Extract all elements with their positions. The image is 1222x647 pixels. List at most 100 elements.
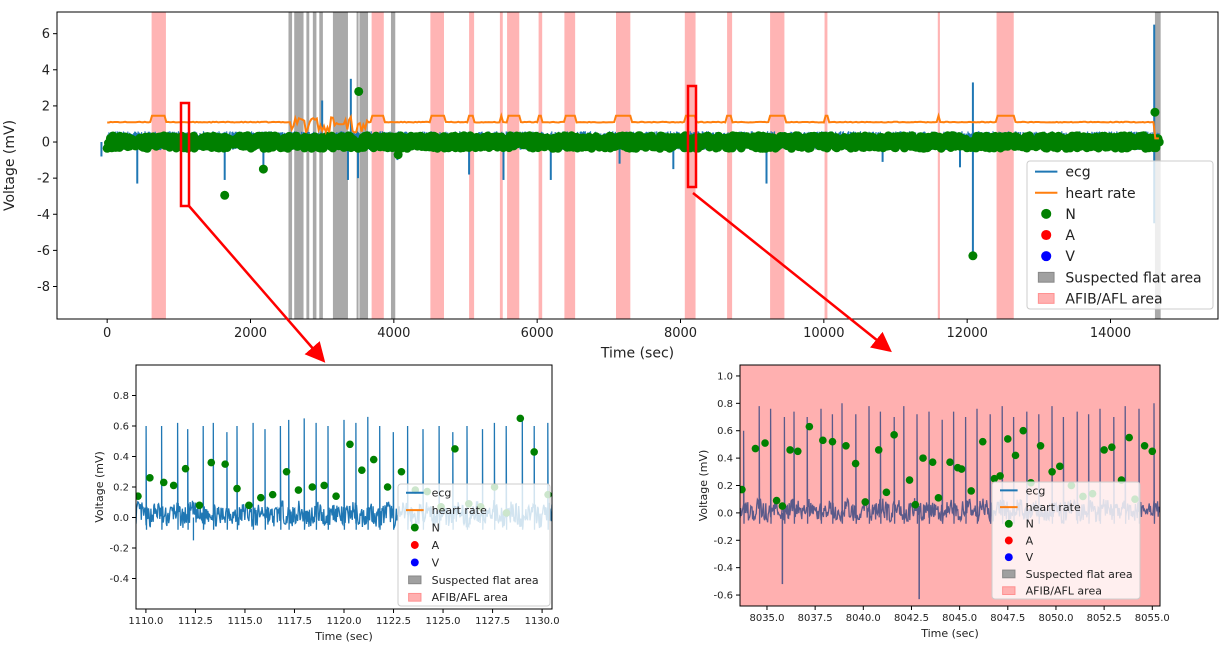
- zoom-arrow-2: [692, 192, 892, 353]
- legend-label: N: [1026, 518, 1034, 531]
- N-beat-point: [968, 251, 978, 261]
- N-beat-point: [934, 494, 943, 502]
- legend-box: [397, 483, 551, 607]
- N-beat-point: [1056, 462, 1064, 471]
- N-beat-point: [181, 464, 190, 473]
- legend-label: A: [1065, 228, 1075, 244]
- y-tick-label: 1.0: [717, 371, 733, 382]
- afib-area: [616, 12, 631, 319]
- N-beat-point: [805, 422, 814, 431]
- N-beats-series: [102, 131, 1164, 153]
- afib-area: [684, 12, 696, 319]
- legend-label: ecg: [1065, 165, 1090, 181]
- x-tick-label: 14000: [1090, 326, 1131, 341]
- afib-area: [937, 12, 940, 319]
- zoom-arrow-1: [188, 205, 326, 363]
- legend-label: ecg: [1026, 484, 1046, 497]
- N-beat-point: [383, 483, 392, 491]
- legend-label: AFIB/AFL area: [1065, 291, 1162, 307]
- N-beat-point: [1150, 107, 1160, 117]
- N-beat-point: [861, 498, 870, 506]
- flat-area: [332, 12, 348, 319]
- N-beat-point: [1148, 447, 1157, 456]
- x-tick-label: 8050.0: [1038, 613, 1073, 624]
- y-tick-label: 0.2: [113, 483, 129, 494]
- N-beat-point: [393, 150, 403, 160]
- y-tick-label: -0.4: [109, 574, 129, 585]
- inset-chart-1: 1110.0 1112.5 1115.0 1117.5 1120.0 1122.5 1125…: [93, 364, 560, 643]
- legend-dot-marker: [1004, 519, 1013, 528]
- flat-area: [319, 12, 323, 319]
- x-axis-label: Time (sec): [314, 630, 373, 643]
- x-tick-label: 1112.5: [178, 616, 213, 627]
- legend-patch-marker: [1037, 271, 1055, 283]
- legend-label: V: [432, 556, 440, 569]
- legend-label: Suspected flat area: [1026, 568, 1133, 581]
- N-beat-point: [882, 488, 891, 497]
- legend-dot-marker: [1041, 208, 1052, 219]
- N-beat-point: [358, 466, 366, 475]
- N-beat-point: [911, 500, 920, 509]
- N-beat-point: [890, 431, 898, 439]
- N-beat-point: [1036, 441, 1045, 450]
- N-beat-point: [397, 467, 406, 476]
- afib-area: [996, 12, 1014, 319]
- flat-area: [390, 12, 396, 319]
- y-tick-label: 0.6: [717, 426, 733, 437]
- inset-chart-2: 8035.0 8037.5 8040.0 8042.5 8045.0 8047.5 8050…: [697, 364, 1170, 640]
- flat-area: [359, 12, 369, 319]
- flat-area: [312, 12, 317, 319]
- plot-frame: [135, 364, 553, 610]
- legend-label: Suspected flat area: [432, 574, 539, 587]
- flat-area: [288, 12, 293, 319]
- x-tick-label: 1127.5: [475, 616, 510, 627]
- legend-label: heart rate: [1065, 186, 1135, 202]
- N-beat-point: [793, 447, 802, 456]
- N-beat-point: [221, 460, 229, 468]
- legend-label: N: [432, 522, 440, 535]
- N-beat-point: [516, 414, 525, 423]
- afib-area: [727, 12, 733, 319]
- x-tick-label: 12000: [946, 326, 987, 341]
- N-beat-point: [207, 458, 216, 467]
- y-tick-label: 4: [42, 63, 50, 78]
- N-beat-point: [282, 467, 291, 476]
- N-beat-point: [1125, 433, 1133, 442]
- y-tick-label: -8: [37, 280, 50, 295]
- N-beat-point: [905, 476, 914, 484]
- legend-label: Suspected flat area: [1065, 270, 1201, 286]
- x-tick-label: 1125.0: [426, 616, 461, 627]
- afib-area: [151, 12, 166, 319]
- N-beat-point: [245, 501, 253, 510]
- y-axis-label: Voltage (mV): [93, 451, 106, 523]
- y-tick-label: -0.2: [109, 544, 129, 555]
- N-beat-point: [957, 465, 966, 473]
- y-tick-label: 0: [42, 136, 50, 151]
- N-beat-point: [530, 448, 538, 456]
- x-tick-label: 8035.0: [749, 613, 784, 624]
- N-beat-point: [159, 478, 168, 487]
- N-beat-point: [136, 492, 142, 500]
- y-axis-label: Voltage (mV): [2, 120, 18, 211]
- N-beat-point: [369, 455, 378, 464]
- x-tick-label: 6000: [521, 326, 554, 341]
- N-beat-point: [233, 484, 241, 493]
- afib-area: [564, 12, 576, 319]
- zoom-box-2: [686, 84, 698, 189]
- zoom-box-1: [179, 101, 191, 208]
- legend-label: A: [432, 539, 440, 552]
- main-plot-area: [100, 12, 1164, 319]
- y-tick-label: 0.0: [717, 508, 733, 519]
- afib-area: [469, 12, 475, 319]
- N-beat-point: [220, 190, 230, 200]
- y-tick-label: 0.8: [113, 391, 129, 402]
- N-beat-point: [761, 439, 769, 447]
- afib-area: [824, 12, 828, 319]
- x-tick-label: 8000: [664, 326, 697, 341]
- x-tick-label: 8037.5: [798, 613, 833, 624]
- x-tick-label: 8042.5: [894, 613, 929, 624]
- y-tick-label: 0.8: [717, 399, 733, 410]
- y-tick-label: 0.0: [113, 513, 129, 524]
- afib-area: [499, 12, 503, 319]
- y-tick-label: 0.4: [113, 452, 129, 463]
